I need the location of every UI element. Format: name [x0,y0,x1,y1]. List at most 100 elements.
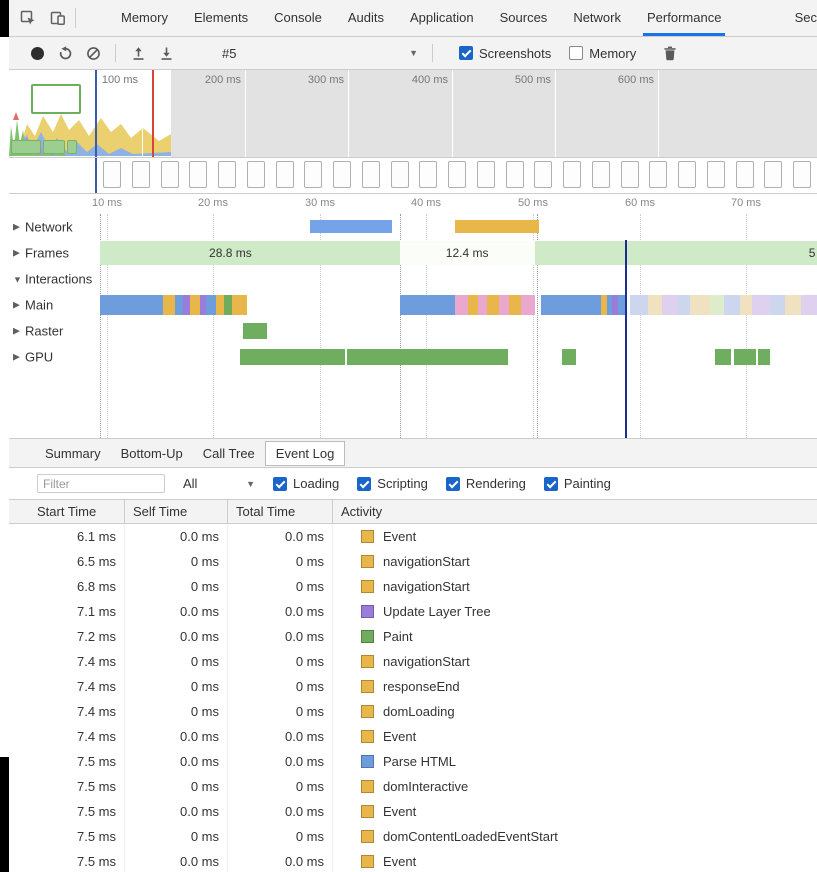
category-select[interactable]: All ▼ [183,476,255,491]
activity-bar[interactable] [309,220,392,233]
track-label-network[interactable]: ▶ Network [13,220,73,235]
activity-bar[interactable] [99,295,163,315]
activity-bar[interactable] [455,220,540,233]
disclosure-triangle-icon[interactable]: ▼ [13,274,22,284]
disclosure-triangle-icon[interactable]: ▶ [13,299,20,310]
activity-bar[interactable] [477,295,487,315]
filter-rendering-checkbox[interactable]: Rendering [445,476,526,491]
reload-and-profile-button[interactable] [51,40,79,66]
screenshot-frame[interactable] [218,161,236,188]
screenshots-filmstrip[interactable] [9,158,817,194]
activity-bar[interactable] [630,295,649,315]
event-row[interactable]: 7.4 ms 0 ms 0 ms navigationStart [9,649,817,674]
tab-sec[interactable]: Sec [794,10,817,25]
selection-marker-line[interactable] [95,70,97,157]
activity-bar[interactable] [612,295,618,315]
tab-application[interactable]: Application [410,10,474,25]
activity-bar[interactable] [710,295,725,315]
screenshot-frame[interactable] [160,161,179,188]
screenshot-frame[interactable] [591,161,610,188]
activity-bar[interactable] [163,295,176,315]
filter-input[interactable] [37,474,165,493]
event-row[interactable]: 7.4 ms 0 ms 0 ms domLoading [9,699,817,724]
activity-bar[interactable] [399,295,455,315]
overview-screenshot-thumb[interactable] [31,84,81,114]
activity-bar[interactable] [662,295,678,315]
toolbar-memory-checkbox[interactable]: Memory [569,46,636,61]
toolbar-screenshots-checkbox[interactable]: Screenshots [459,46,551,61]
screenshot-frame[interactable] [333,161,351,188]
track-interactions[interactable]: ▼ Interactions [9,266,817,292]
disclosure-triangle-icon[interactable]: ▶ [13,351,20,362]
screenshot-frame[interactable] [505,161,524,188]
screenshot-frame[interactable] [764,161,783,188]
column-start-time[interactable]: Start Time [9,500,125,523]
activity-bar[interactable] [785,295,802,315]
track-frames[interactable]: 28.8 ms 12.4 ms 5 ▶ Frames [9,240,817,266]
event-row[interactable]: 7.5 ms 0.0 ms 0.0 ms Event [9,799,817,824]
disclosure-triangle-icon[interactable]: ▶ [13,247,20,258]
activity-bar[interactable] [648,295,663,315]
screenshot-frame[interactable] [620,161,639,188]
activity-bar[interactable] [540,295,602,315]
screenshot-frame[interactable] [131,161,150,188]
activity-bar[interactable] [468,295,479,315]
activity-bar[interactable] [240,349,345,365]
tab-sources[interactable]: Sources [499,10,548,25]
tab-memory[interactable]: Memory [121,10,168,25]
detail-tab-call-tree[interactable]: Call Tree [202,445,255,461]
event-row[interactable]: 7.4 ms 0.0 ms 0.0 ms Event [9,724,817,749]
event-row[interactable]: 7.5 ms 0.0 ms 0.0 ms Event [9,849,817,872]
selection-marker-line[interactable] [95,158,97,193]
activity-bar[interactable] [752,295,771,315]
activity-bar[interactable] [521,295,535,315]
event-row[interactable]: 6.1 ms 0.0 ms 0.0 ms Event [9,524,817,549]
activity-bar[interactable] [690,295,711,315]
track-main[interactable]: ▶ Main [9,292,817,318]
event-row[interactable]: 7.5 ms 0 ms 0 ms domInteractive [9,774,817,799]
timeline-overview[interactable]: 100 ms 200 ms 300 ms 400 ms 500 ms 600 ms [9,70,817,158]
activity-bar[interactable] [607,295,612,315]
activity-bar[interactable] [770,295,786,315]
activity-bar[interactable] [242,323,267,339]
tab-performance[interactable]: Performance [634,0,734,36]
screenshot-frame[interactable] [390,161,409,188]
screenshot-frame[interactable] [476,161,495,188]
event-row[interactable]: 7.2 ms 0.0 ms 0.0 ms Paint [9,624,817,649]
activity-bar[interactable] [498,295,509,315]
screenshot-frame[interactable] [793,161,811,188]
activity-bar[interactable] [724,295,741,315]
activity-bar[interactable] [182,295,190,315]
screenshot-frame[interactable] [706,161,725,188]
track-label-gpu[interactable]: ▶ GPU [13,350,53,365]
activity-bar[interactable] [740,295,753,315]
screenshot-frame[interactable] [275,161,294,188]
activity-bar[interactable] [232,295,248,315]
activity-bar[interactable] [734,349,756,365]
activity-bar[interactable] [508,295,522,315]
event-row[interactable]: 6.8 ms 0 ms 0 ms navigationStart [9,574,817,599]
activity-bar[interactable] [99,241,400,265]
screenshot-frame[interactable] [649,161,668,188]
activity-bar[interactable] [715,349,731,365]
activity-bar[interactable] [200,295,206,315]
activity-bar[interactable] [346,349,509,365]
filter-loading-checkbox[interactable]: Loading [273,476,339,491]
screenshot-frame[interactable] [563,161,581,188]
disclosure-triangle-icon[interactable]: ▶ [13,325,20,336]
timeline-tracks[interactable]: ▶ Network 28.8 ms 12.4 ms 5 ▶ Frames ▼ Interacti… [9,214,817,438]
track-raster[interactable]: ▶ Raster [9,318,817,344]
event-row[interactable]: 7.1 ms 0.0 ms 0.0 ms Update Layer Tree [9,599,817,624]
activity-bar[interactable] [455,295,469,315]
disclosure-triangle-icon[interactable]: ▶ [13,221,20,232]
screenshot-frame[interactable] [361,161,380,188]
activity-bar[interactable] [205,295,216,315]
tab-network[interactable]: Network [573,10,621,25]
filter-scripting-checkbox[interactable]: Scripting [357,476,428,491]
activity-bar[interactable] [224,295,232,315]
column-activity[interactable]: Activity [341,504,383,519]
detail-tab-event-log[interactable]: Event Log [264,440,346,466]
screenshot-frame[interactable] [103,161,121,188]
screenshot-frame[interactable] [735,161,754,188]
activity-bar[interactable] [758,349,771,365]
